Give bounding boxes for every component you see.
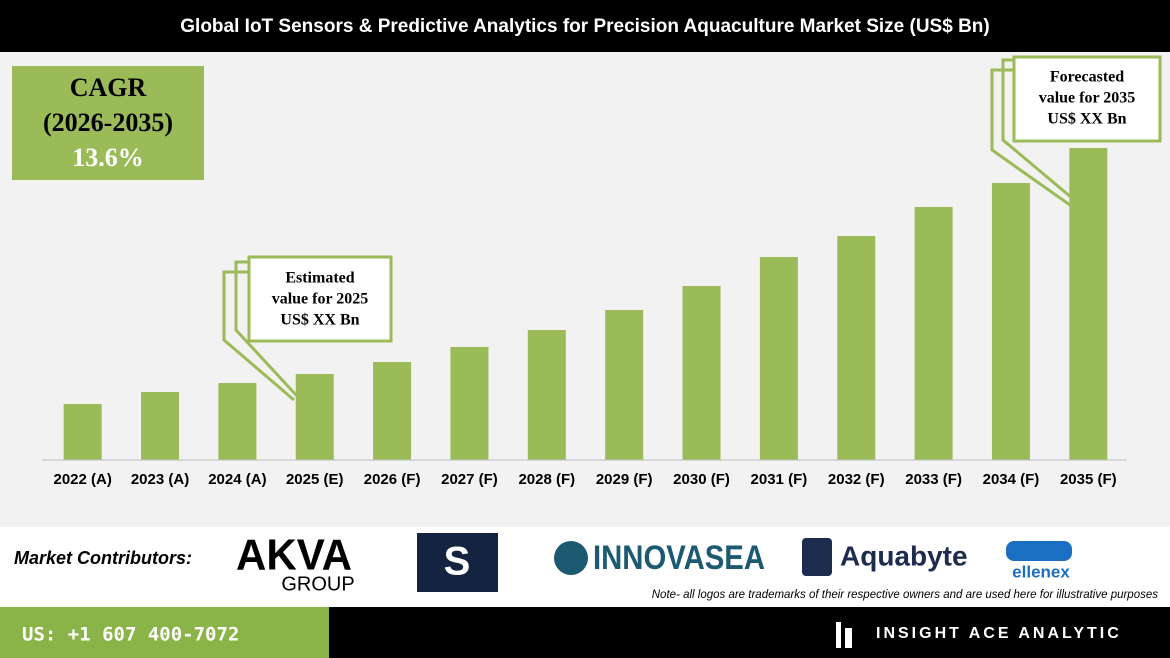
brand-mark [845,628,852,648]
logo-akva-group: GROUP [281,573,354,595]
bar [450,347,489,460]
x-tick-label: 2026 (F) [364,471,421,488]
bar [141,392,180,460]
brand-mark [836,622,841,648]
bar [682,286,721,460]
x-tick-label: 2032 (F) [828,471,885,488]
x-tick-label: 2025 (E) [286,471,344,488]
x-tick-label: 2035 (F) [1060,471,1117,488]
logo-innovasea: INNOVASEA [593,539,765,577]
logo-akva: AKVA [236,531,352,580]
footer-phone-bg [0,607,329,658]
logo-aquabyte: Aquabyte [840,540,968,571]
logo-innovasea-mark [554,541,588,575]
callout-connectors [222,58,1073,402]
x-tick-label: 2031 (F) [751,471,808,488]
bar [295,374,334,460]
footer-brand-bg [329,607,1170,658]
logo-ellenex: ellenex [1012,562,1070,581]
cagr-value: 13.6% [72,143,144,172]
callout-text: value for 2025 [272,291,369,308]
bar [605,310,644,460]
logo-note: Note- all logos are trademarks of their … [652,589,1158,601]
title-bar [0,0,1170,52]
connector [234,260,299,398]
cagr-label: CAGR [70,73,147,102]
x-tick-label: 2033 (F) [905,471,962,488]
x-tick-label: 2027 (F) [441,471,498,488]
bar [373,362,412,460]
logo-ellenex-mark [1006,541,1072,561]
connector [1001,58,1073,200]
x-tick-label: 2023 (A) [131,471,189,488]
footer-phone: US: +1 607 400-7072 [22,624,239,646]
x-tick-label: 2024 (A) [208,471,266,488]
logo-s: S [444,540,471,584]
callout-text: US$ XX Bn [1047,111,1126,128]
x-tick-label: 2029 (F) [596,471,653,488]
bar [991,183,1030,460]
x-tick-label: 2030 (F) [673,471,730,488]
contributors-label: Market Contributors: [14,548,192,568]
bar [759,257,798,460]
plot: 2022 (A) 2023 (A) 2024 (A) 2025 (E) 2026 (F)… [42,148,1127,488]
callout-box [1012,55,1162,143]
callout-text: US$ XX Bn [280,312,359,329]
bar [914,207,953,460]
cagr-period: (2026-2035) [43,108,173,137]
logo-aquabyte-mark [802,538,832,576]
x-tick-label: 2034 (F) [983,471,1040,488]
bar [63,404,102,460]
callout-box [247,255,393,343]
callout-text: Estimated [285,270,354,287]
logo-s-box [417,533,498,592]
connector [222,270,295,402]
callout-text: value for 2035 [1039,90,1136,107]
bar [1069,148,1108,460]
chart-title: Global IoT Sensors & Predictive Analytic… [180,16,989,37]
footer-brand: INSIGHT ACE ANALYTIC [876,625,1122,642]
callout-text: Forecasted [1050,69,1124,86]
bar [218,383,257,460]
connector [990,68,1071,207]
bar [527,330,566,460]
bar [837,236,876,460]
cagr-box [12,66,204,180]
x-tick-label: 2022 (A) [53,471,111,488]
x-tick-label: 2028 (F) [518,471,575,488]
